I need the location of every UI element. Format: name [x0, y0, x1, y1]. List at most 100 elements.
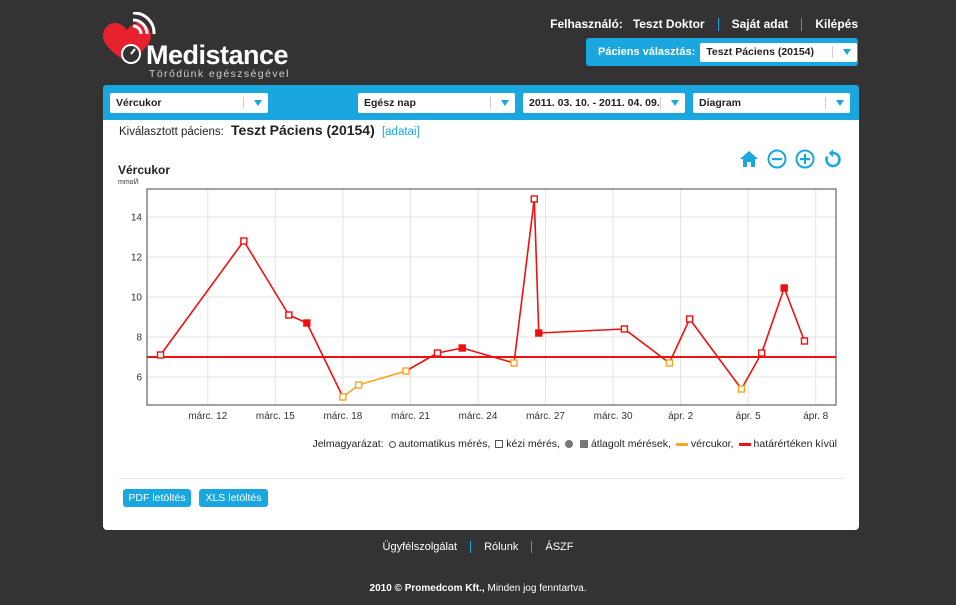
series-segment — [689, 318, 743, 390]
chevron-down-icon — [836, 100, 844, 106]
footer-about-link[interactable]: Rólunk — [484, 541, 519, 553]
selected-patient-label: Kiválasztott páciens: — [119, 126, 224, 138]
data-point — [433, 349, 442, 357]
chevron-down-icon — [671, 100, 679, 106]
data-point — [354, 381, 363, 389]
date-range-value: 2011. 03. 10. - 2011. 04. 09. — [529, 97, 660, 109]
filter-bar: Vércukor Egész nap 2011. 03. 10. - 2011.… — [103, 85, 859, 120]
data-point — [285, 311, 293, 319]
data-point — [535, 329, 543, 337]
measure-dropdown[interactable]: Vércukor — [110, 93, 268, 113]
legend-glucose: vércukor, — [690, 438, 734, 450]
pdf-download-button[interactable]: PDF letöltés — [123, 489, 191, 507]
own-data-link[interactable]: Saját adat — [731, 17, 789, 31]
period-dropdown[interactable]: Egész nap — [358, 93, 515, 113]
x-tick-label: márc. 18 — [323, 411, 362, 422]
legend-manual-marker — [495, 440, 504, 448]
view-value: Diagram — [699, 97, 742, 109]
series-segment — [405, 352, 438, 372]
legend-avg-dot-marker — [564, 440, 573, 448]
nav-divider — [801, 17, 803, 31]
footer-terms-link[interactable]: ÁSZF — [545, 541, 574, 553]
brand-name: Medistance — [146, 40, 289, 70]
data-point — [402, 367, 410, 375]
series-segment — [437, 347, 463, 354]
chart-title: Vércukor — [118, 163, 171, 177]
legend-auto: automatikus mérés, — [398, 438, 491, 450]
xls-download-button[interactable]: XLS letöltés — [199, 489, 268, 507]
chart-toolbar — [731, 149, 843, 169]
series-segment — [513, 198, 536, 364]
selected-patient: Kiválasztott páciens: Teszt Páciens (201… — [119, 122, 420, 138]
series-segment — [740, 352, 763, 390]
home-icon[interactable] — [739, 149, 759, 169]
heart-logo-icon — [103, 12, 156, 64]
patient-select-value: Teszt Páciens (20154) — [706, 46, 815, 58]
patient-select-dropdown[interactable]: Teszt Páciens (20154) — [700, 42, 858, 62]
series-segment — [306, 322, 344, 398]
x-tick-label: márc. 30 — [594, 411, 633, 422]
legend-auto-marker — [388, 440, 396, 448]
x-tick-label: márc. 24 — [459, 411, 498, 422]
copyright-owner: 2010 © Promedcom Kft., — [369, 583, 485, 594]
user-name: Teszt Doktor — [632, 17, 705, 31]
legend-glucose-line — [675, 442, 688, 446]
series-segment — [159, 240, 245, 356]
data-point — [620, 325, 629, 333]
chart-legend: Jelmagyarázat: automatikus mérés, kézi m… — [312, 438, 837, 450]
legend-out-of-range: határértéken kívül — [753, 438, 837, 450]
data-point — [303, 319, 311, 327]
series-segment — [538, 328, 625, 334]
copyright-rest: Minden jog fenntartva. — [484, 583, 587, 594]
x-tick-label: márc. 12 — [188, 411, 227, 422]
period-value: Egész nap — [364, 97, 416, 109]
x-tick-label: márc. 27 — [526, 411, 565, 422]
plot-area-frame — [146, 188, 837, 406]
legend-manual: kézi mérés, — [506, 438, 560, 450]
data-point — [685, 315, 694, 323]
measure-value: Vércukor — [116, 97, 162, 109]
y-tick-label: 8 — [136, 333, 142, 344]
series-segment — [623, 328, 670, 364]
data-point — [737, 385, 746, 393]
x-tick-label: ápr. 2 — [668, 411, 693, 422]
reset-icon[interactable] — [823, 149, 843, 169]
data-point — [530, 195, 538, 203]
patient-details-link[interactable]: [adatai] — [381, 126, 420, 138]
data-point — [156, 351, 165, 359]
footer-support-link[interactable]: Ügyfélszolgálat — [382, 541, 458, 553]
data-point — [510, 359, 518, 367]
y-tick-label: 12 — [131, 253, 143, 264]
series-segment — [783, 287, 806, 342]
x-tick-label: márc. 21 — [391, 411, 430, 422]
y-tick-label: 10 — [131, 293, 143, 304]
date-range-dropdown[interactable]: 2011. 03. 10. - 2011. 04. 09. — [523, 93, 685, 113]
logout-link[interactable]: Kilépés — [815, 17, 858, 31]
series-segment — [358, 370, 407, 386]
footer-divider — [470, 541, 472, 553]
logo[interactable] — [103, 12, 303, 84]
zoom-in-icon[interactable] — [795, 149, 815, 169]
zoom-out-icon[interactable] — [767, 149, 787, 169]
series-segment — [243, 240, 290, 316]
series-segment — [533, 198, 540, 334]
footer-links: Ügyfélszolgálat Rólunk ÁSZF — [0, 541, 956, 553]
series-segment — [760, 287, 785, 354]
y-tick-label: 6 — [136, 373, 142, 384]
data-point — [800, 337, 809, 345]
user-label: Felhasználó: — [550, 17, 623, 31]
legend-prefix: Jelmagyarázat: — [312, 438, 384, 450]
view-dropdown[interactable]: Diagram — [693, 93, 850, 113]
legend-averaged: átlagolt mérések, — [590, 438, 671, 450]
patient-select-label: Páciens választás: — [598, 46, 696, 58]
data-point — [458, 344, 466, 352]
divider — [119, 478, 843, 479]
top-nav: Felhasználó: Teszt Doktor Saját adat Kil… — [550, 17, 858, 31]
data-point — [757, 349, 766, 357]
data-point — [665, 359, 674, 367]
x-tick-label: ápr. 5 — [736, 411, 761, 422]
chart-unit: mmol/l — [118, 179, 139, 186]
glucose-chart: 6 8 10 12 14 márc. 12 márc. 15 márc. 18 márc. 21… — [131, 188, 837, 422]
y-tick-label: 14 — [131, 213, 143, 224]
legend-avg-square-marker — [579, 440, 588, 448]
